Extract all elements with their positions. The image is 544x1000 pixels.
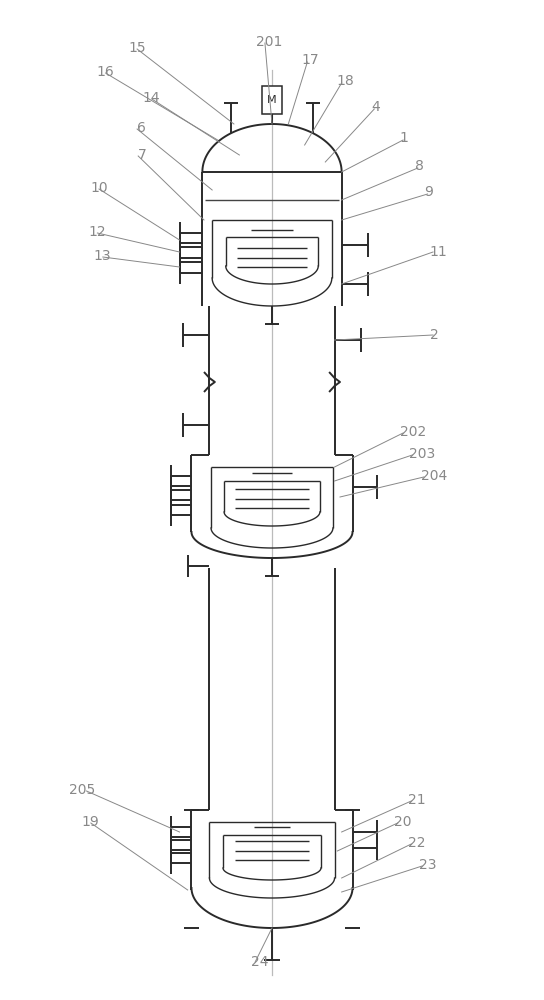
Text: 9: 9 (424, 185, 433, 199)
Text: M: M (267, 95, 277, 105)
Text: 15: 15 (128, 41, 146, 55)
Text: 202: 202 (400, 425, 426, 439)
Text: 18: 18 (336, 74, 354, 88)
Text: 11: 11 (430, 245, 448, 259)
Text: 19: 19 (82, 815, 100, 829)
Text: 13: 13 (94, 249, 112, 263)
Text: 24: 24 (251, 955, 269, 969)
Text: 6: 6 (137, 121, 146, 135)
Text: 204: 204 (421, 469, 447, 483)
Text: 20: 20 (394, 815, 412, 829)
Bar (262, 86, 282, 114)
Text: 23: 23 (419, 858, 436, 872)
Text: 22: 22 (408, 836, 425, 850)
Text: 2: 2 (430, 328, 438, 342)
Text: 201: 201 (256, 35, 282, 49)
Text: 14: 14 (143, 91, 160, 105)
Text: 16: 16 (96, 65, 114, 79)
Text: 17: 17 (302, 53, 319, 67)
Text: 1: 1 (400, 131, 409, 145)
Text: 21: 21 (408, 793, 425, 807)
Text: 203: 203 (409, 447, 435, 461)
Text: 10: 10 (90, 181, 108, 195)
Text: 4: 4 (371, 100, 380, 114)
Text: 7: 7 (138, 148, 147, 162)
Text: 205: 205 (69, 783, 95, 797)
Text: 12: 12 (89, 225, 106, 239)
Text: 8: 8 (415, 159, 423, 173)
